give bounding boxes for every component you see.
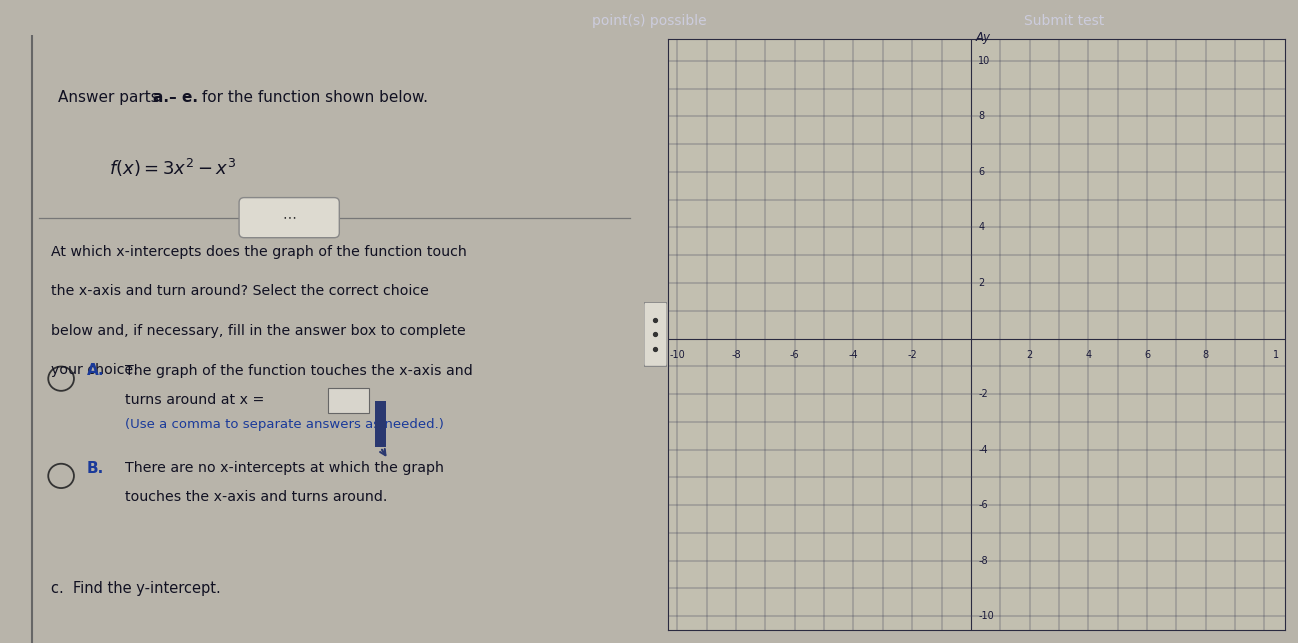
FancyBboxPatch shape — [328, 388, 369, 413]
Text: touches the x-axis and turns around.: touches the x-axis and turns around. — [126, 490, 388, 504]
Text: 10: 10 — [979, 56, 990, 66]
Text: 4: 4 — [1085, 350, 1092, 359]
Text: 6: 6 — [1144, 350, 1150, 359]
Text: Submit test: Submit test — [1024, 14, 1105, 28]
Text: 2: 2 — [979, 278, 984, 288]
Text: 8: 8 — [979, 111, 984, 122]
Text: c.  Find the y-intercept.: c. Find the y-intercept. — [52, 581, 221, 596]
Text: -8: -8 — [979, 556, 988, 566]
Text: 6: 6 — [979, 167, 984, 177]
Text: -8: -8 — [731, 350, 741, 359]
Text: Ay: Ay — [975, 31, 990, 44]
Text: A.: A. — [87, 363, 104, 378]
Text: -2: -2 — [979, 389, 988, 399]
Text: 1: 1 — [1273, 350, 1280, 359]
Text: $\mathit{f(x)} = 3x^2-x^3$: $\mathit{f(x)} = 3x^2-x^3$ — [109, 157, 236, 179]
Text: the x-axis and turn around? Select the correct choice: the x-axis and turn around? Select the c… — [52, 284, 430, 298]
Text: Answer parts: Answer parts — [58, 90, 164, 105]
Text: -4: -4 — [849, 350, 858, 359]
Text: turns around at x =: turns around at x = — [126, 393, 265, 407]
Text: 8: 8 — [1203, 350, 1208, 359]
Text: -10: -10 — [979, 611, 994, 621]
Text: 2: 2 — [1027, 350, 1033, 359]
Text: B.: B. — [87, 460, 104, 476]
Text: -2: -2 — [907, 350, 916, 359]
Text: At which x-intercepts does the graph of the function touch: At which x-intercepts does the graph of … — [52, 245, 467, 259]
FancyBboxPatch shape — [375, 401, 386, 447]
Text: There are no x-intercepts at which the graph: There are no x-intercepts at which the g… — [126, 461, 444, 475]
Text: The graph of the function touches the x-axis and: The graph of the function touches the x-… — [126, 364, 472, 378]
Text: a.– e.: a.– e. — [153, 90, 199, 105]
Text: -6: -6 — [979, 500, 988, 510]
Text: -4: -4 — [979, 444, 988, 455]
Text: your choice.: your choice. — [52, 363, 138, 377]
Text: ⋯: ⋯ — [282, 211, 296, 224]
FancyBboxPatch shape — [239, 197, 339, 238]
FancyBboxPatch shape — [644, 302, 667, 367]
Text: (Use a comma to separate answers as needed.): (Use a comma to separate answers as need… — [126, 418, 444, 431]
Text: point(s) possible: point(s) possible — [592, 14, 706, 28]
Text: -10: -10 — [670, 350, 685, 359]
Text: for the function shown below.: for the function shown below. — [197, 90, 427, 105]
Text: below and, if necessary, fill in the answer box to complete: below and, if necessary, fill in the ans… — [52, 324, 466, 338]
Text: 4: 4 — [979, 222, 984, 232]
Text: -6: -6 — [790, 350, 800, 359]
